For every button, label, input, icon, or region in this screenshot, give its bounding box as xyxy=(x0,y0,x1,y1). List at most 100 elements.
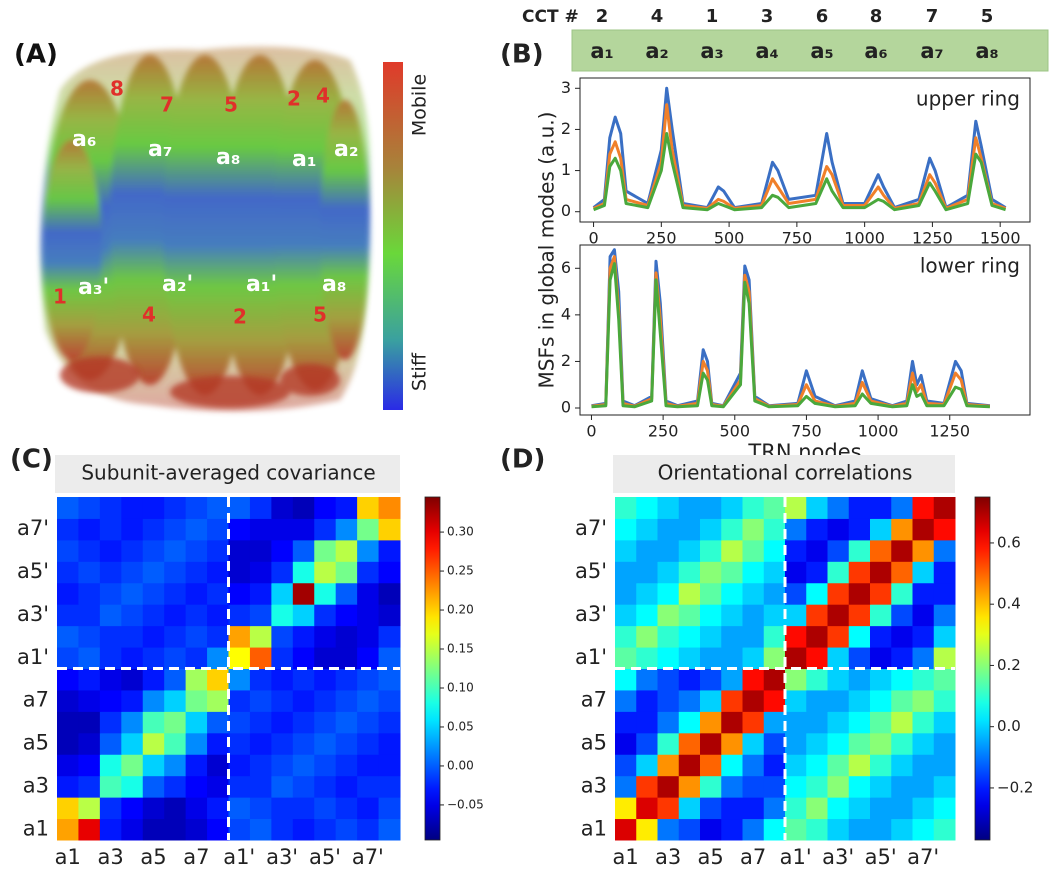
heatmap-cell xyxy=(78,604,101,627)
heatmap-cell xyxy=(314,604,337,627)
x-tick-label: 500 xyxy=(720,422,751,441)
heatmap-cell xyxy=(292,497,315,519)
heatmap-cell xyxy=(721,797,743,820)
heatmap-cell xyxy=(314,797,337,820)
heatmap-cell xyxy=(870,668,892,691)
heatmap-cell xyxy=(314,539,337,562)
heatmap-cell xyxy=(271,539,294,562)
subunit-label: a₂ xyxy=(334,137,358,162)
x-tick-label: 250 xyxy=(648,422,679,441)
heatmap-cell xyxy=(121,775,144,798)
heatmap-cell xyxy=(933,711,956,734)
heatmap-cell xyxy=(271,732,294,755)
heatmap-cell xyxy=(249,497,272,519)
heatmap-cell xyxy=(292,518,315,541)
heatmap-cell xyxy=(335,518,358,541)
heatmap-cell xyxy=(357,582,380,605)
colorbar xyxy=(424,496,441,841)
heatmap-cell xyxy=(57,668,79,691)
heatmap-cell xyxy=(785,539,807,562)
heatmap-cell xyxy=(142,668,165,691)
title-box xyxy=(613,455,955,493)
y-tick-label: 1 xyxy=(561,160,571,179)
heatmap-cell xyxy=(164,668,187,691)
heatmap-cell xyxy=(615,518,637,541)
heatmap-cell xyxy=(78,732,101,755)
heatmap-cell xyxy=(763,582,786,605)
y-tick-label: 0 xyxy=(561,201,571,220)
x-tick-label: a5 xyxy=(140,845,166,869)
heatmap-cell xyxy=(806,818,828,841)
cct-number: 5 xyxy=(224,93,238,117)
annotation: upper ring xyxy=(916,87,1020,111)
heatmap-cell xyxy=(228,561,251,584)
heatmap-cell xyxy=(142,625,165,648)
x-tick-label: a3' xyxy=(266,845,298,869)
subunit-label: a₈ xyxy=(216,145,240,170)
series-line xyxy=(592,103,1007,210)
heatmap-cell xyxy=(99,668,122,691)
heatmap-cell xyxy=(378,818,401,841)
heatmap-cell xyxy=(142,754,165,777)
header-title: CCT # xyxy=(522,7,579,27)
heatmap-cell xyxy=(142,732,165,755)
x-tick-label: a3 xyxy=(97,845,123,869)
colorbar-tick-label: 0.05 xyxy=(447,719,474,733)
subunit-label: a₈ xyxy=(975,39,998,63)
heatmap-cell xyxy=(57,797,79,820)
x-tick-label: 1000 xyxy=(844,229,885,248)
heatmap-cell xyxy=(314,818,337,841)
heatmap-cell xyxy=(78,797,101,820)
heatmap-cell xyxy=(891,539,913,562)
heatmap-cell xyxy=(657,797,680,820)
x-tick-label: a7 xyxy=(740,845,766,869)
heatmap-cell xyxy=(615,539,637,562)
heatmap-cell xyxy=(912,539,935,562)
panel-label: (C) xyxy=(10,445,53,475)
heatmap-cell xyxy=(314,775,337,798)
heatmap-cell xyxy=(249,689,272,712)
heatmap-cell xyxy=(249,561,272,584)
x-tick-label: 750 xyxy=(791,422,822,441)
heatmap-cell xyxy=(78,539,101,562)
subunit-label: a₁' xyxy=(246,272,277,297)
heatmap-cell xyxy=(207,797,229,820)
heatmap-cell xyxy=(933,518,956,541)
heatmap-cell xyxy=(700,561,722,584)
heatmap-cell xyxy=(785,775,807,798)
heatmap-cell xyxy=(912,775,935,798)
heatmap-cell xyxy=(912,497,935,519)
heatmap-cell xyxy=(164,689,187,712)
heatmap-cell xyxy=(933,604,956,627)
colorbar-tick-label: −0.2 xyxy=(997,778,1033,796)
y-tick-label: a5' xyxy=(575,559,607,583)
colorbar-label: Mobile xyxy=(409,74,431,136)
heatmap-cell xyxy=(891,518,913,541)
heatmap-cell xyxy=(164,625,187,648)
heatmap-cell xyxy=(933,497,956,519)
heatmap-cell xyxy=(763,711,786,734)
heatmap-cell xyxy=(636,732,658,755)
heatmap-cell xyxy=(292,582,315,605)
heatmap-cell xyxy=(292,818,315,841)
heatmap-cell xyxy=(78,561,101,584)
heatmap-cell xyxy=(848,647,871,669)
subunit-label: a₂ xyxy=(645,39,668,63)
heatmap-cell xyxy=(657,668,680,691)
heatmap-cell xyxy=(891,561,913,584)
heatmap-cell xyxy=(99,625,122,648)
series-line xyxy=(592,86,1007,210)
chart-title: Subunit-averaged covariance xyxy=(81,461,375,485)
heatmap-cell xyxy=(378,625,401,648)
heatmap-cell xyxy=(763,775,786,798)
heatmap-cell xyxy=(228,754,251,777)
x-tick-label: 0 xyxy=(588,229,598,248)
heatmap-cell xyxy=(700,539,722,562)
heatmap-cell xyxy=(357,797,380,820)
heatmap-cell xyxy=(99,797,122,820)
heatmap-cell xyxy=(271,625,294,648)
heatmap-cell xyxy=(636,711,658,734)
heatmap-cell xyxy=(657,539,680,562)
heatmap-cell xyxy=(99,818,122,841)
heatmap-cell xyxy=(848,625,871,648)
